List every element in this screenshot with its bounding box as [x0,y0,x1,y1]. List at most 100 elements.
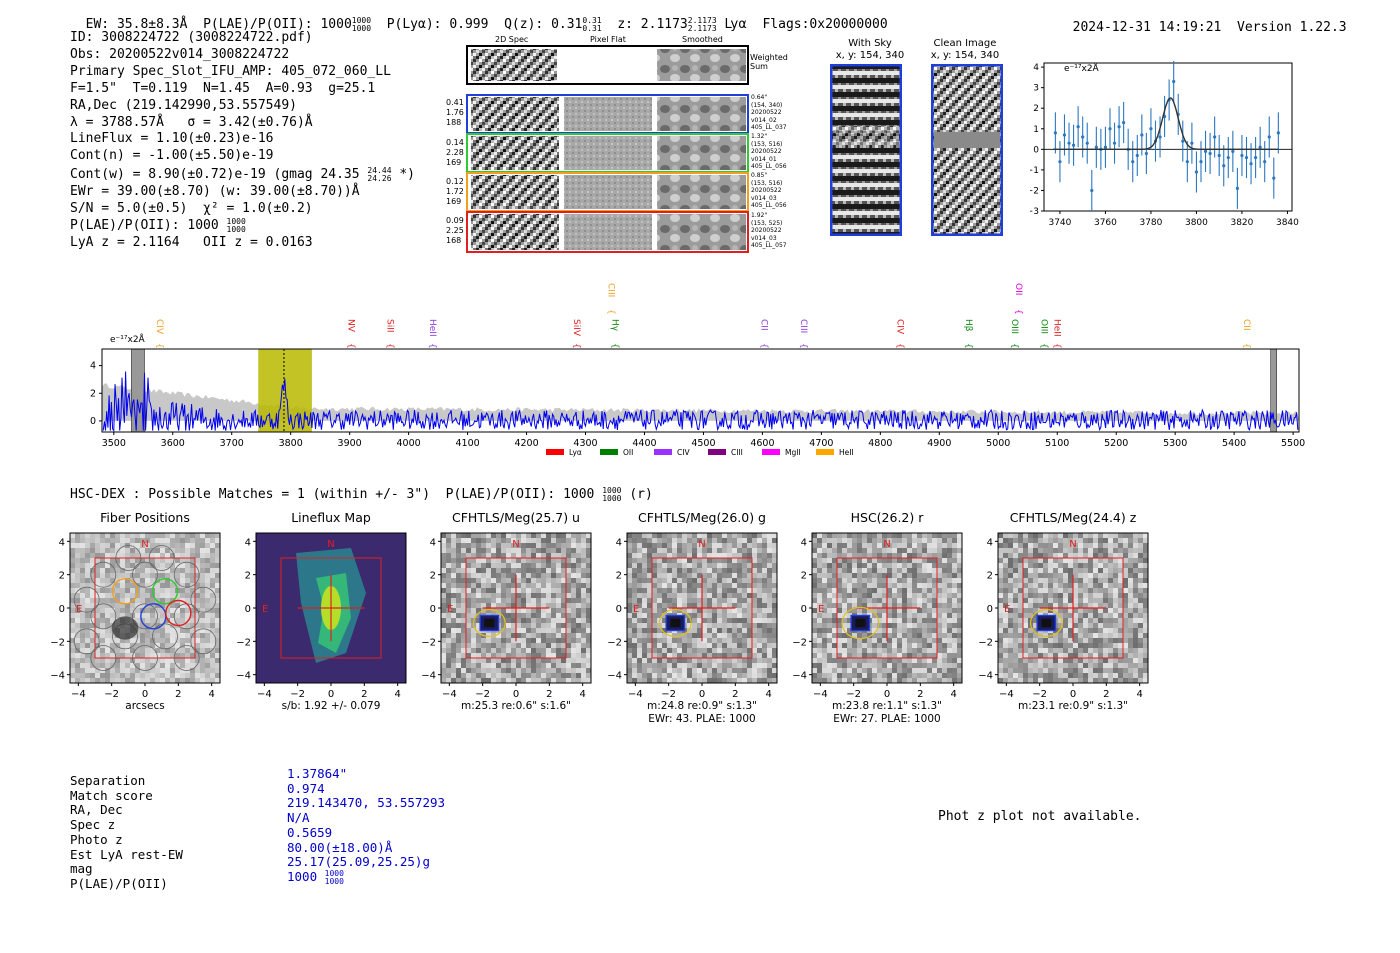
pixel [882,578,888,584]
pixel [812,538,818,544]
pixel [1133,638,1139,644]
pixel [200,573,206,579]
pixel [1013,648,1019,654]
pixel [747,588,753,594]
pixel [847,658,853,664]
pixel [857,533,863,539]
pixel [556,643,562,649]
pixel [912,678,918,684]
pixel [90,598,96,604]
pixel [1108,643,1114,649]
zoom-point [1226,155,1230,160]
pixel [1138,653,1144,659]
pixel [757,593,763,599]
pixel [937,533,943,539]
pixel [637,623,643,629]
pixel [657,633,663,639]
pixel [752,638,758,644]
pixel [998,643,1004,649]
pixel [932,648,938,654]
pixel [516,668,522,674]
pixel [481,573,487,579]
pixel [541,568,547,574]
pixel [812,593,818,599]
spectrum-line-bracket: { [610,343,620,349]
pixel [571,638,577,644]
pixel [130,588,136,594]
pixel [1003,648,1009,654]
pixel [712,533,718,539]
pixel [737,598,743,604]
pixel [561,673,567,679]
pixel [882,573,888,579]
pixel [762,673,768,679]
pixel [642,568,648,574]
pixel [451,648,457,654]
pixel [115,588,121,594]
pixel [140,533,146,539]
pixel [998,568,1004,574]
pixel [752,648,758,654]
pixel [702,668,708,674]
pixel [441,583,447,589]
pixel [1113,658,1119,664]
pixel [862,578,868,584]
pixel [897,603,903,609]
pixel [1073,588,1079,594]
pixel [762,588,768,594]
pixel [722,608,728,614]
pixel [1028,533,1034,539]
pixel [531,588,537,594]
pixel [586,533,592,539]
pixel [476,568,482,574]
pixel [471,653,477,659]
pixel [1033,578,1039,584]
pixel [712,673,718,679]
pixel [586,543,592,549]
pixel [652,633,658,639]
pixel [742,578,748,584]
zoom-point [1071,143,1076,147]
pixel [1068,663,1074,669]
pixel [160,578,166,584]
pixel [581,553,587,559]
pixel [571,558,577,564]
pixel [812,623,818,629]
pixel [85,668,91,674]
pixel [1053,633,1059,639]
pixel [100,558,106,564]
pixel [145,663,151,669]
pixel [120,613,126,619]
pixel [927,613,933,619]
pixel [160,548,166,554]
pixel [1023,588,1029,594]
pixel [742,548,748,554]
pixel [742,638,748,644]
pixel [662,563,668,569]
pixel [707,603,713,609]
pixel [1068,598,1074,604]
pixel [120,668,126,674]
pixel [205,658,211,664]
pixel [571,643,577,649]
pixel [135,568,141,574]
pixel [762,553,768,559]
pixel [1028,593,1034,599]
pixel [682,588,688,594]
pixel [1128,678,1134,684]
pixel [752,598,758,604]
pixel [556,588,562,594]
pixel [767,608,773,614]
pixel [456,553,462,559]
pixel [817,573,823,579]
pixel [717,673,723,679]
pixel [135,613,141,619]
pixel [677,648,683,654]
pixel [536,628,542,634]
pixel [1078,573,1084,579]
pixel [140,588,146,594]
pixel [1093,578,1099,584]
pixel [145,653,151,659]
pixel [551,563,557,569]
pixel [200,648,206,654]
